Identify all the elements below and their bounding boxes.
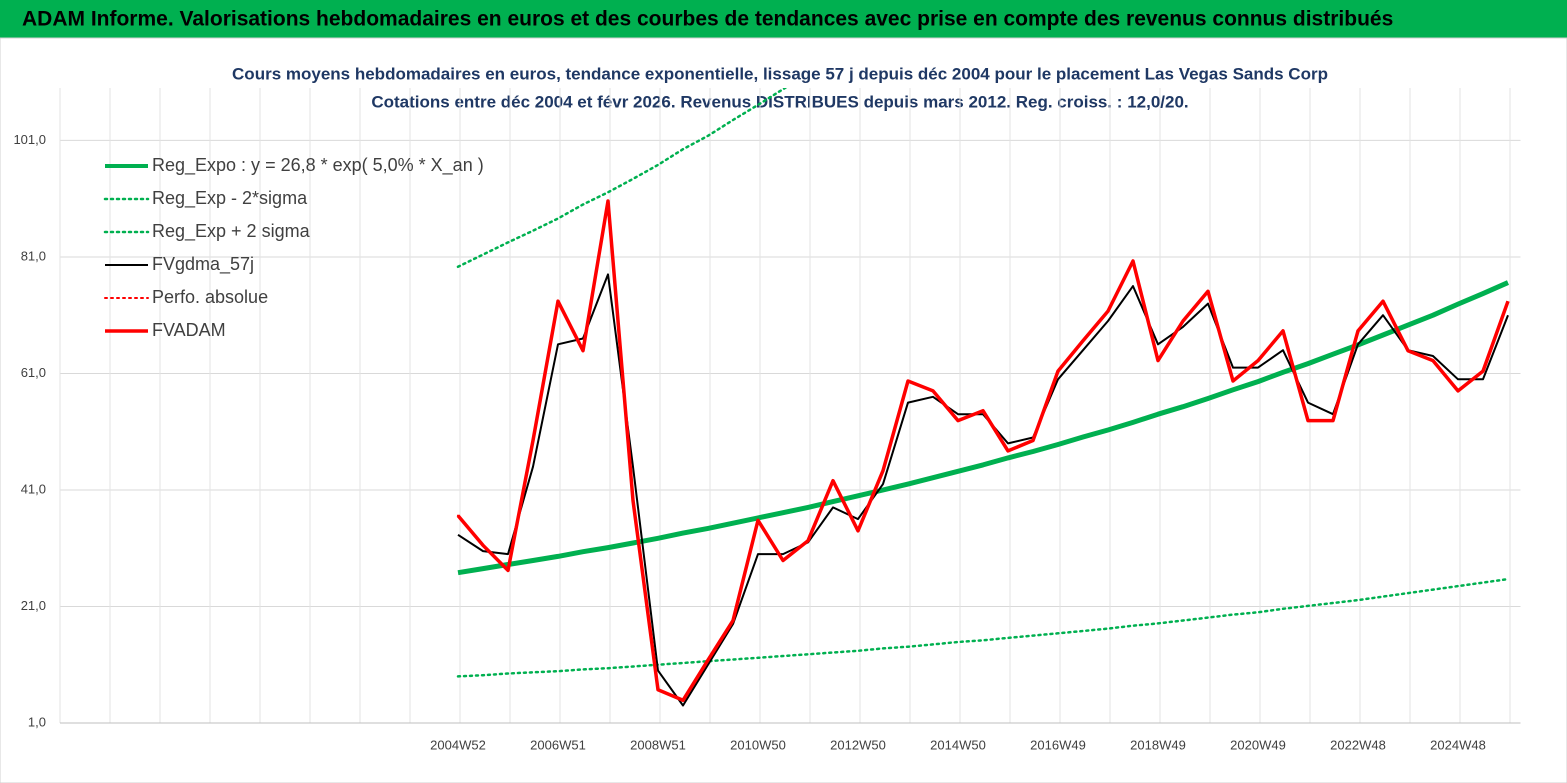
chart-area (0, 37, 1567, 783)
y-tick-label: 101,0 (13, 132, 46, 147)
series-line (456, 577, 1510, 678)
legend-label: Reg_Exp + 2 sigma (152, 221, 311, 242)
x-tick-label: 2024W48 (1430, 737, 1486, 752)
legend-label: Reg_Exp - 2*sigma (152, 188, 308, 209)
grid (59, 88, 1521, 724)
legend-label: Reg_Expo : y = 26,8 * exp( 5,0% * X_an ) (152, 155, 484, 176)
x-tick-label: 2006W51 (530, 737, 586, 752)
legend-label: FVADAM (152, 320, 226, 340)
header-bar (0, 0, 1567, 38)
x-tick-label: 2008W51 (630, 737, 686, 752)
header-title: ADAM Informe. Valorisations hebdomadaire… (22, 8, 1393, 31)
axis-labels: 1,0 21,0 41,0 61,0 81,0 101,0 2004W52 2006W51 20… (13, 132, 1485, 753)
series-line (456, 199, 1510, 703)
y-tick-label: 61,0 (21, 365, 46, 380)
legend: Reg_Expo : y = 26,8 * exp( 5,0% * X_an )… (103, 155, 484, 340)
chart-title: Cours moyens hebdomadaires en euros, ten… (232, 64, 1328, 83)
legend-label: FVgdma_57j (152, 254, 254, 275)
x-tick-label: 2020W49 (1230, 737, 1286, 752)
y-tick-label: 1,0 (28, 714, 46, 729)
y-tick-label: 21,0 (21, 598, 46, 613)
y-tick-label: 41,0 (21, 481, 46, 496)
x-tick-label: 2018W49 (1130, 737, 1186, 752)
plot (456, 88, 1510, 707)
x-tick-label: 2014W50 (930, 737, 986, 752)
series-line (457, 280, 1510, 576)
y-tick-label: 81,0 (21, 248, 46, 263)
x-tick-label: 2022W48 (1330, 737, 1386, 752)
x-tick-label: 2012W50 (830, 737, 886, 752)
legend-label: Perfo. absolue (152, 287, 268, 307)
x-tick-label: 2004W52 (430, 737, 486, 752)
x-tick-label: 2016W49 (1030, 737, 1086, 752)
x-tick-label: 2010W50 (730, 737, 786, 752)
chart-subtitle: Cotations entre déc 2004 et févr 2026. R… (371, 92, 1188, 111)
